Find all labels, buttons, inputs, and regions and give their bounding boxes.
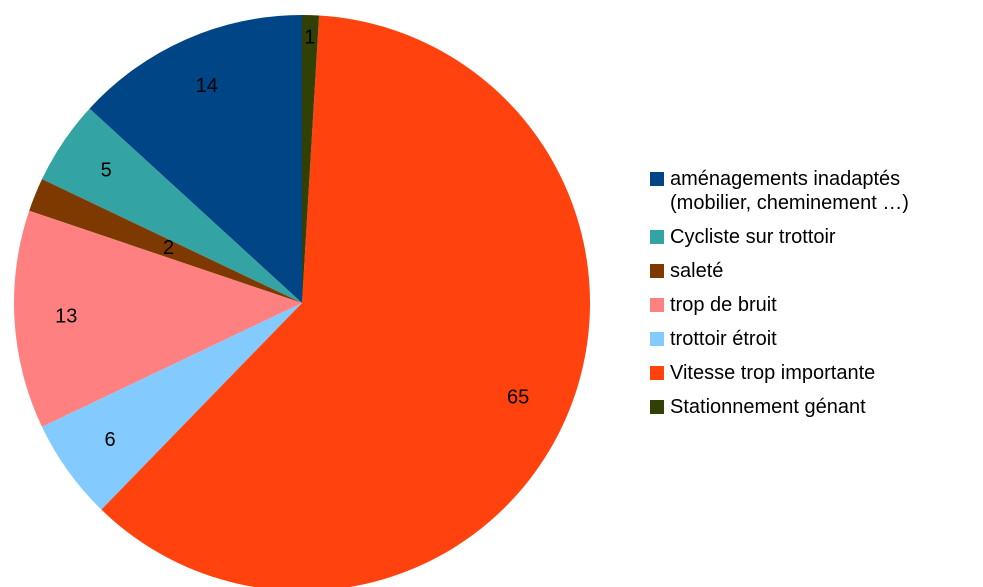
legend: aménagements inadaptés (mobilier, chemin… <box>650 167 980 419</box>
pie-slice <box>29 179 302 303</box>
legend-label: trop de bruit <box>670 294 777 316</box>
legend-item: aménagements inadaptés (mobilier, chemin… <box>650 167 980 215</box>
legend-item: Cycliste sur trottoir <box>650 225 980 249</box>
data-label: 5 <box>101 159 112 181</box>
legend-label: trottoir étroit <box>670 328 777 350</box>
data-label: 1 <box>304 26 315 48</box>
pie-slice <box>41 108 302 304</box>
legend-swatch <box>650 264 664 278</box>
legend-swatch <box>650 172 664 186</box>
pie-slice <box>302 15 320 303</box>
legend-swatch <box>650 366 664 380</box>
legend-label: saleté <box>670 260 724 282</box>
data-label: 2 <box>163 237 174 259</box>
legend-item: trop de bruit <box>650 293 980 317</box>
pie-slice <box>13 210 303 427</box>
data-label: 65 <box>507 386 529 408</box>
legend-item: Vitesse trop importante <box>650 361 980 385</box>
legend-swatch <box>650 332 664 346</box>
legend-label: Cycliste sur trottoir <box>670 226 836 248</box>
legend-swatch <box>650 298 664 312</box>
legend-label: Stationnement génant <box>670 396 866 418</box>
legend-item: saleté <box>650 259 980 283</box>
pie-slice <box>101 15 590 587</box>
data-label: 13 <box>55 305 77 327</box>
legend-swatch <box>650 230 664 244</box>
pie-slice <box>89 15 302 303</box>
legend-label: Vitesse trop importante <box>670 362 876 384</box>
data-label: 14 <box>196 75 218 97</box>
legend-label: aménagements inadaptés (mobilier, chemin… <box>670 168 909 214</box>
legend-swatch <box>650 400 664 414</box>
data-label: 6 <box>105 429 116 451</box>
legend-item: Stationnement génant <box>650 395 980 419</box>
pie-slice <box>41 303 302 510</box>
legend-item: trottoir étroit <box>650 327 980 351</box>
